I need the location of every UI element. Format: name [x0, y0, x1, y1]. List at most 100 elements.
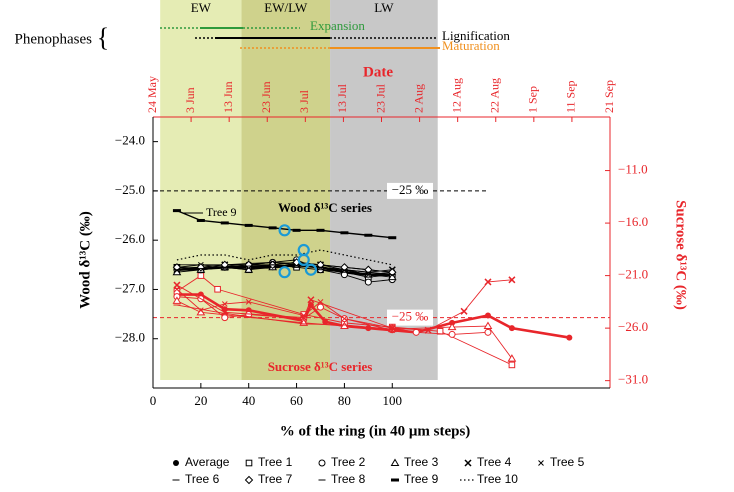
top-tick-label: 3 Jun — [183, 87, 197, 113]
legend-label: Tree 2 — [331, 455, 366, 469]
top-tick-label: 13 Jun — [221, 81, 235, 113]
x-tick-label: 60 — [290, 393, 303, 408]
top-tick-label: 3 Jul — [297, 89, 311, 113]
top-tick-label: 1 Sep — [526, 86, 540, 113]
tree9-annotation: Tree 9 — [206, 205, 237, 219]
top-tick-label: 11 Sep — [564, 80, 578, 113]
point — [538, 460, 544, 466]
point — [300, 312, 307, 319]
point — [387, 272, 397, 281]
y-tick-label: −27.0 — [115, 280, 145, 295]
top-tick-label: 21 Sep — [602, 80, 616, 113]
y2-tick-label: −21.0 — [618, 267, 648, 282]
x-tick-label: 0 — [150, 393, 157, 408]
reference-label: −25 ‰ — [392, 309, 429, 324]
point — [340, 263, 349, 272]
point — [484, 278, 492, 286]
x-axis-title: % of the ring (in 40 μm steps) — [280, 423, 471, 439]
highlight-ring — [297, 253, 310, 266]
point — [483, 321, 493, 330]
point — [316, 260, 325, 270]
point — [507, 354, 517, 362]
legend-label: Tree 5 — [550, 455, 585, 469]
phase-label: EW/LW — [264, 0, 308, 15]
legend-label: Tree 7 — [258, 472, 293, 486]
x-tick-label: 40 — [242, 393, 255, 408]
point — [318, 459, 326, 467]
y2-axis-title: Sucrose δ¹³C (‰) — [673, 200, 689, 310]
series-line — [176, 288, 393, 331]
phenophase-name: Expansion — [310, 18, 365, 33]
point — [484, 328, 492, 336]
point — [221, 308, 229, 316]
top-tick-label: 23 Jun — [259, 81, 273, 113]
x-tick-label: 20 — [194, 393, 207, 408]
reference-label: −25 ‰ — [392, 182, 429, 197]
wood-annotation: Wood δ¹³C series — [278, 200, 372, 215]
phenophase-name: Maturation — [442, 38, 500, 53]
series-line — [176, 264, 393, 276]
x-tick-label: 100 — [383, 393, 403, 408]
point — [464, 459, 472, 467]
legend-label: Tree 6 — [185, 472, 220, 486]
point — [424, 326, 432, 334]
point — [300, 314, 308, 322]
point — [389, 327, 396, 334]
top-tick-label: 24 May — [145, 76, 159, 113]
point — [221, 301, 228, 307]
point — [214, 285, 221, 293]
top-tick-label: 13 Jul — [335, 83, 349, 113]
highlight-ring — [278, 224, 291, 237]
series-line — [176, 209, 393, 239]
legend-label: Tree 3 — [404, 455, 439, 469]
point — [364, 278, 372, 286]
legend-label: Average — [185, 455, 230, 469]
point — [412, 328, 420, 336]
point — [448, 330, 456, 338]
point — [365, 271, 372, 278]
y-tick-label: −26.0 — [115, 231, 145, 246]
point — [316, 303, 324, 311]
point — [364, 265, 373, 274]
point — [307, 296, 315, 304]
point — [172, 296, 182, 304]
legend-label: Tree 10 — [477, 472, 518, 486]
point — [460, 307, 468, 315]
point — [173, 460, 179, 466]
top-tick-label: 22 Aug — [488, 78, 502, 113]
point — [244, 475, 254, 485]
point — [322, 318, 329, 325]
point — [388, 268, 397, 277]
point — [317, 299, 324, 305]
series-line — [176, 300, 513, 359]
point — [341, 315, 348, 322]
series-line — [176, 261, 393, 273]
highlight-ring — [278, 266, 291, 279]
series-line — [176, 249, 393, 266]
y-axis-title: Wood δ¹³C (‰) — [77, 211, 93, 309]
highlight-ring — [304, 263, 318, 276]
x-tick-label: 80 — [338, 393, 351, 408]
reference-label-box — [387, 182, 433, 199]
point — [508, 276, 516, 284]
point — [174, 286, 180, 293]
top-axis-title: Date — [363, 64, 393, 80]
point — [390, 458, 400, 466]
reference-label-box — [387, 309, 433, 326]
phase-band — [160, 0, 242, 380]
y-tick-label: −24.0 — [115, 133, 145, 148]
point — [172, 263, 182, 272]
point — [484, 312, 491, 319]
sucrose-annotation: Sucrose δ¹³C series — [268, 359, 373, 374]
point — [220, 260, 229, 270]
top-tick-label: 23 Jul — [373, 83, 387, 113]
phenophases-label: Phenophases — [15, 31, 93, 47]
legend-label: Tree 8 — [331, 472, 366, 486]
point — [566, 334, 573, 341]
y2-tick-label: −31.0 — [618, 372, 648, 387]
point — [197, 272, 205, 279]
phenophase-name: Lignification — [442, 28, 510, 43]
y2-tick-label: −11.0 — [618, 162, 648, 177]
point — [508, 361, 516, 369]
y-tick-label: −25.0 — [115, 182, 145, 197]
